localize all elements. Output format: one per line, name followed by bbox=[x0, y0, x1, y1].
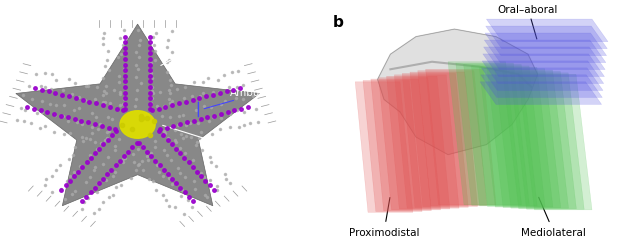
Polygon shape bbox=[479, 68, 553, 207]
Polygon shape bbox=[484, 48, 605, 70]
Polygon shape bbox=[394, 76, 459, 208]
Polygon shape bbox=[483, 55, 604, 77]
Polygon shape bbox=[481, 76, 602, 98]
Polygon shape bbox=[410, 73, 477, 207]
Text: b: b bbox=[333, 15, 344, 30]
Polygon shape bbox=[472, 67, 545, 207]
Polygon shape bbox=[486, 27, 607, 50]
Polygon shape bbox=[120, 111, 155, 139]
Text: Interradius: Interradius bbox=[161, 20, 265, 66]
Polygon shape bbox=[503, 72, 577, 209]
Text: Mouth: Mouth bbox=[163, 126, 257, 155]
Polygon shape bbox=[518, 75, 592, 210]
Polygon shape bbox=[448, 62, 522, 205]
Polygon shape bbox=[378, 30, 538, 155]
Text: a: a bbox=[13, 15, 23, 30]
Polygon shape bbox=[482, 62, 604, 84]
Polygon shape bbox=[426, 70, 496, 205]
Polygon shape bbox=[418, 72, 487, 206]
Polygon shape bbox=[16, 25, 259, 206]
Polygon shape bbox=[495, 71, 568, 208]
Polygon shape bbox=[456, 64, 529, 206]
Polygon shape bbox=[402, 74, 468, 207]
Text: Oral–aboral: Oral–aboral bbox=[498, 4, 558, 40]
Polygon shape bbox=[484, 41, 606, 63]
Polygon shape bbox=[511, 74, 584, 210]
Polygon shape bbox=[463, 65, 537, 206]
Polygon shape bbox=[371, 80, 431, 211]
Text: Mediolateral: Mediolateral bbox=[521, 198, 586, 237]
Polygon shape bbox=[486, 20, 608, 42]
Polygon shape bbox=[487, 70, 561, 208]
Polygon shape bbox=[363, 81, 422, 212]
Polygon shape bbox=[485, 34, 607, 56]
Polygon shape bbox=[379, 78, 440, 210]
Text: Proximodistal: Proximodistal bbox=[349, 198, 419, 237]
Polygon shape bbox=[480, 82, 602, 105]
Polygon shape bbox=[481, 68, 603, 91]
Polygon shape bbox=[387, 77, 450, 209]
Polygon shape bbox=[355, 82, 413, 212]
Text: Ambulacrum: Ambulacrum bbox=[204, 88, 297, 109]
